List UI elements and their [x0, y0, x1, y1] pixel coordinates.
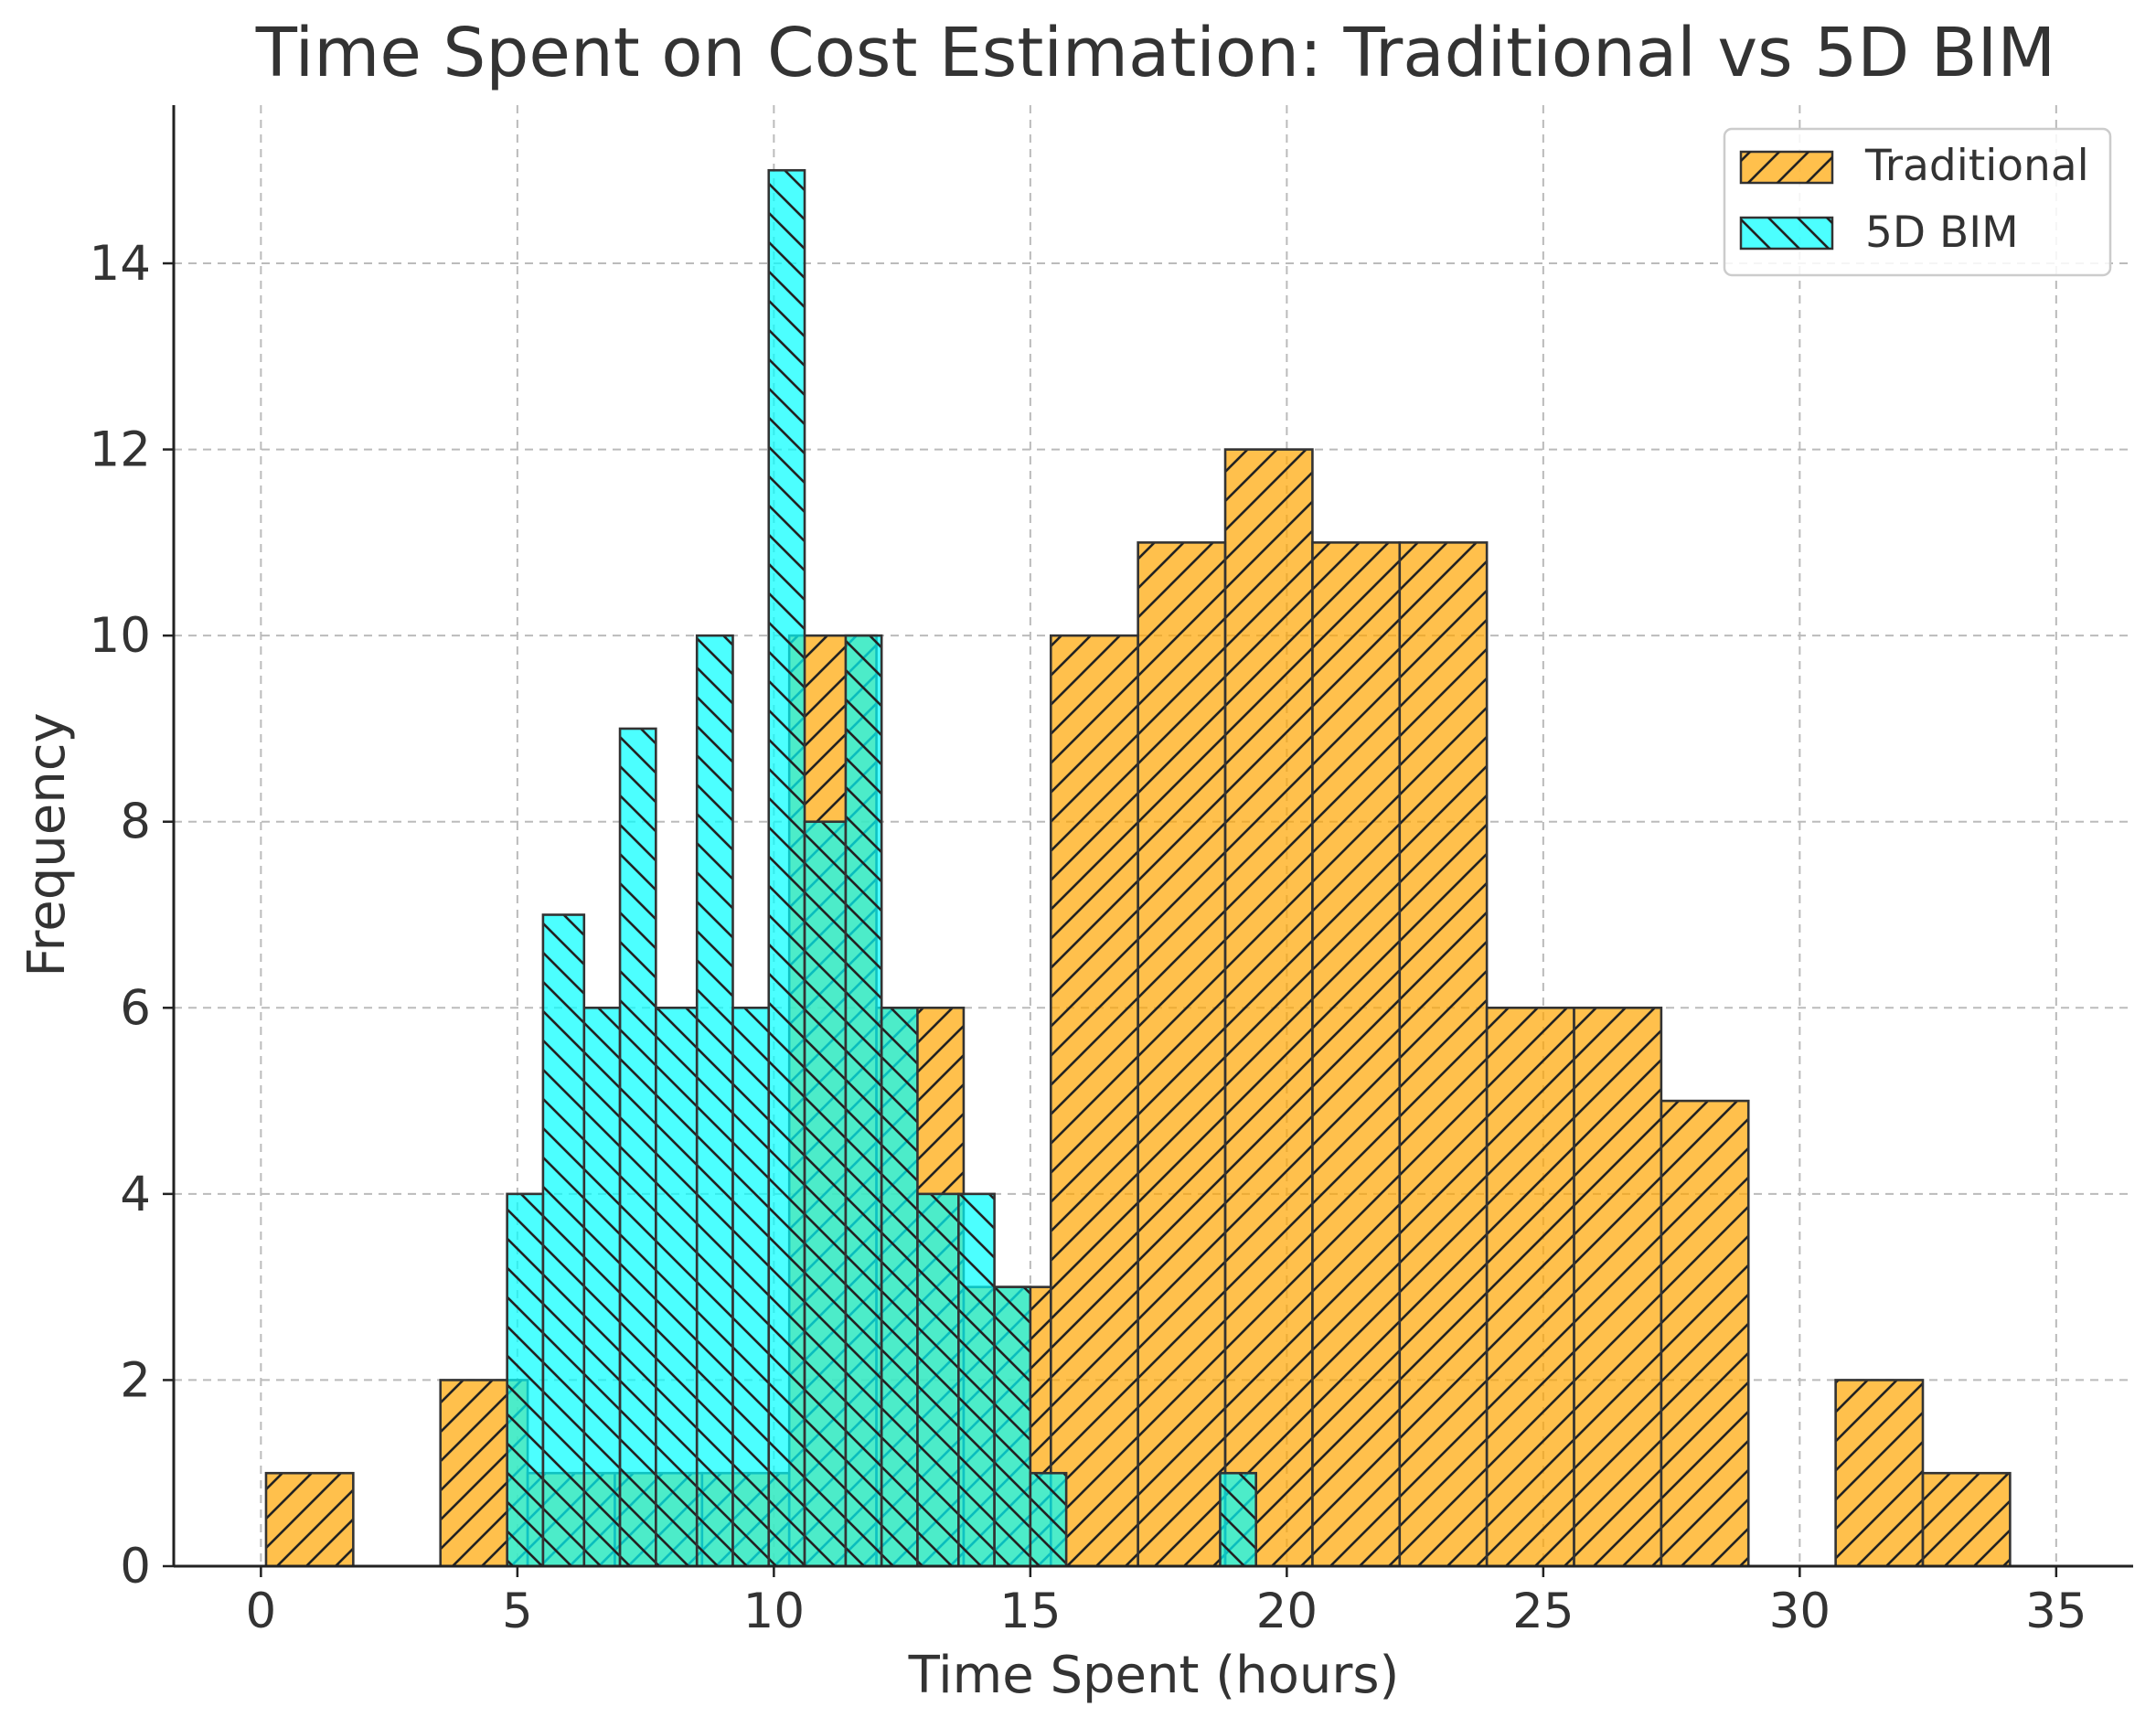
y-axis-label: Frequency: [17, 712, 77, 976]
series-5d-bim: [506, 168, 1257, 1568]
axes: [163, 105, 2133, 1577]
bars-layer: [264, 168, 2012, 1568]
bar-outline: [695, 634, 734, 1568]
bar-outline: [1834, 1379, 1925, 1568]
legend-label-traditional: Traditional: [1864, 141, 2089, 191]
x-tick-label: 15: [999, 1584, 1061, 1639]
x-tick-label: 30: [1769, 1584, 1830, 1639]
bar-outline: [803, 820, 848, 1568]
legend-item-traditional: Traditional: [1739, 141, 2089, 191]
bar-outline: [1050, 634, 1139, 1568]
bar-outline: [1223, 448, 1314, 1568]
bar-outline: [1137, 541, 1227, 1568]
bar-outline: [1398, 541, 1489, 1568]
bar-outline: [541, 913, 586, 1568]
bar-outline: [993, 1285, 1032, 1568]
x-tick-label: 10: [743, 1584, 805, 1639]
legend-label-5d-bim: 5D BIM: [1865, 208, 2019, 258]
bar-outline: [1219, 1471, 1257, 1568]
legend: Traditional 5D BIM: [1723, 127, 2112, 277]
bar-outline: [844, 634, 883, 1568]
bar-outline: [1660, 1099, 1750, 1568]
bar-outline: [582, 1006, 622, 1568]
y-tick-label: 14: [90, 236, 151, 292]
tick-labels: 0 5 10 15 20 25 30 35 0 2 4 6 8 10 12 14: [90, 236, 2087, 1639]
bar-outline: [767, 168, 806, 1568]
legend-hatch-traditional: [1741, 152, 1832, 183]
y-tick-label: 4: [120, 1167, 151, 1222]
bar-outline: [731, 1006, 771, 1568]
bar-outline: [880, 1006, 919, 1568]
x-tick-label: 20: [1256, 1584, 1318, 1639]
y-tick-label: 12: [90, 422, 151, 478]
x-tick-label: 25: [1512, 1584, 1574, 1639]
bar-outline: [1573, 1006, 1663, 1568]
bar-outline: [618, 727, 657, 1568]
x-tick-label: 0: [246, 1584, 277, 1639]
bar-outline: [655, 1006, 699, 1568]
y-tick-label: 6: [120, 980, 151, 1036]
bar-outline: [1029, 1471, 1068, 1568]
legend-hatch-5d-bim: [1741, 218, 1832, 249]
y-tick-label: 0: [120, 1539, 151, 1595]
legend-item-5d-bim: 5D BIM: [1739, 208, 2019, 258]
y-tick-label: 8: [120, 795, 151, 850]
bar-outline: [506, 1192, 545, 1568]
bar-outline: [264, 1471, 355, 1568]
bar-outline: [957, 1192, 996, 1568]
bar-outline: [1311, 541, 1402, 1568]
bar-outline: [1921, 1471, 2012, 1568]
y-tick-label: 10: [90, 608, 151, 664]
bar-outline: [916, 1192, 960, 1568]
x-tick-label: 5: [502, 1584, 533, 1639]
x-axis-label: Time Spent (hours): [908, 1646, 1400, 1705]
x-tick-label: 35: [2025, 1584, 2087, 1639]
y-tick-label: 2: [120, 1352, 151, 1408]
chart-title: Time Spent on Cost Estimation: Tradition…: [255, 14, 2055, 92]
bar-outline: [1485, 1006, 1575, 1568]
